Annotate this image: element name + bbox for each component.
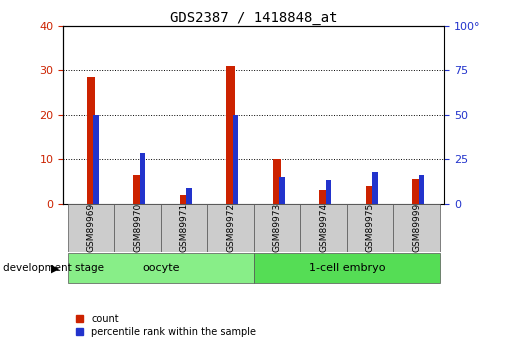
Bar — [186, 188, 192, 204]
Title: GDS2387 / 1418848_at: GDS2387 / 1418848_at — [170, 11, 337, 25]
Bar — [254, 204, 300, 252]
Text: GSM89972: GSM89972 — [226, 203, 235, 252]
Text: GSM89973: GSM89973 — [273, 203, 281, 252]
Text: GSM89999: GSM89999 — [412, 203, 421, 252]
Bar — [180, 195, 188, 204]
Bar — [68, 204, 114, 252]
Text: GSM89971: GSM89971 — [179, 203, 188, 252]
Bar — [279, 177, 285, 204]
Text: ▶: ▶ — [51, 264, 60, 273]
Text: GSM89975: GSM89975 — [366, 203, 375, 252]
Bar — [300, 204, 347, 252]
Bar — [412, 179, 421, 204]
Bar — [347, 204, 393, 252]
Bar — [319, 190, 328, 204]
Bar — [419, 175, 424, 204]
Bar — [254, 254, 440, 283]
Bar — [161, 204, 207, 252]
Bar — [87, 77, 95, 204]
Bar — [114, 204, 161, 252]
Text: GSM89969: GSM89969 — [86, 203, 95, 252]
Bar — [273, 159, 281, 204]
Text: development stage: development stage — [3, 264, 104, 273]
Bar — [233, 115, 238, 204]
Text: oocyte: oocyte — [142, 263, 179, 273]
Bar — [133, 175, 142, 204]
Legend: count, percentile rank within the sample: count, percentile rank within the sample — [76, 314, 256, 337]
Bar — [326, 179, 331, 204]
Text: GSM89970: GSM89970 — [133, 203, 142, 252]
Text: GSM89974: GSM89974 — [319, 203, 328, 252]
Bar — [366, 186, 374, 204]
Bar — [93, 115, 99, 204]
Bar — [68, 254, 254, 283]
Bar — [140, 153, 145, 204]
Bar — [226, 66, 235, 204]
Bar — [372, 172, 378, 204]
Text: 1-cell embryo: 1-cell embryo — [309, 263, 385, 273]
Bar — [207, 204, 254, 252]
Bar — [393, 204, 440, 252]
